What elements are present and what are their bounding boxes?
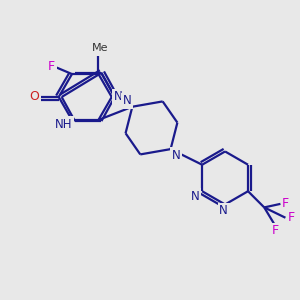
Text: F: F (288, 211, 295, 224)
Text: Me: Me (92, 43, 108, 52)
Text: F: F (282, 197, 289, 210)
Text: N: N (172, 148, 180, 161)
Text: N: N (114, 91, 123, 103)
Text: N: N (190, 190, 199, 203)
Text: N: N (219, 205, 228, 218)
Text: N: N (123, 94, 131, 107)
Text: NH: NH (55, 118, 73, 131)
Text: F: F (272, 224, 279, 238)
Text: O: O (30, 91, 40, 103)
Text: F: F (48, 60, 55, 73)
